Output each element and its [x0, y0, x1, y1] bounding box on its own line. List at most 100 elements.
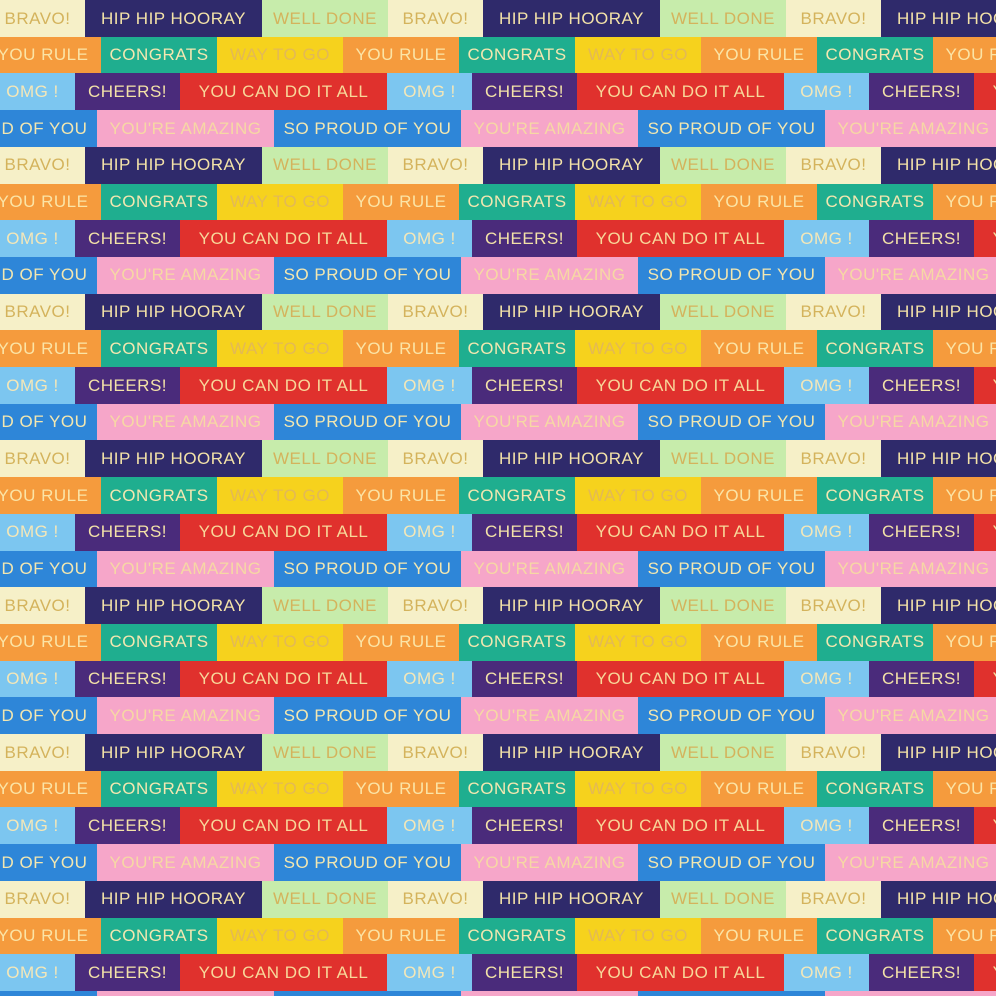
pattern-tile: WAY TO GO — [217, 36, 343, 74]
pattern-tile: SO PROUD OF YOU — [0, 110, 97, 148]
pattern-tile: SO PROUD OF YOU — [638, 550, 825, 588]
pattern-tile: WAY TO GO — [217, 623, 343, 661]
pattern-row: YOU RULE CONGRATS WAY TO GO YOU RULE CONGRAT… — [0, 477, 996, 515]
pattern-tile: YOU'RE AMAZING — [97, 256, 274, 294]
pattern-tile: CONGRATS — [459, 917, 575, 955]
pattern-tile: WELL DONE — [660, 293, 786, 331]
pattern-tile: YOU RULE — [933, 183, 996, 221]
pattern-tile: SO PROUD OF YOU — [638, 697, 825, 735]
pattern-tile: HIP HIP HOORAY — [85, 0, 262, 37]
pattern-tile: YOU CAN DO IT ALL — [974, 513, 996, 551]
pattern-tile: YOU'RE AMAZING — [97, 844, 274, 882]
pattern-row: OMG ! CHEERS! YOU CAN DO IT ALL OMG ! CHEERS… — [0, 807, 996, 845]
pattern-tile: YOU CAN DO IT ALL — [974, 807, 996, 845]
pattern-tile: CHEERS! — [75, 513, 180, 551]
pattern-tile: CHEERS! — [75, 954, 180, 992]
pattern-tile: YOU CAN DO IT ALL — [577, 73, 784, 111]
pattern-tile: YOU RULE — [0, 36, 101, 74]
pattern-tile: YOU CAN DO IT ALL — [974, 220, 996, 258]
pattern-tile: HIP HIP HOORAY — [881, 146, 996, 184]
pattern-tile: CHEERS! — [869, 660, 974, 698]
pattern-tile: CONGRATS — [459, 330, 575, 368]
pattern-tile: CONGRATS — [101, 183, 217, 221]
pattern-row: YOU RULE CONGRATS WAY TO GO YOU RULE CONGRAT… — [0, 330, 996, 368]
pattern-tile: YOU CAN DO IT ALL — [974, 954, 996, 992]
pattern-tile: HIP HIP HOORAY — [85, 146, 262, 184]
pattern-tile: YOU RULE — [701, 770, 817, 808]
pattern-tile: HIP HIP HOORAY — [881, 587, 996, 625]
pattern-tile: CONGRATS — [817, 183, 933, 221]
pattern-tile: YOU RULE — [701, 477, 817, 515]
pattern-tile: WELL DONE — [660, 587, 786, 625]
pattern-tile: CHEERS! — [472, 73, 577, 111]
pattern-tile: YOU'RE AMAZING — [825, 990, 996, 996]
pattern-tile: BRAVO! — [0, 146, 85, 184]
pattern-tile: YOU RULE — [0, 183, 101, 221]
pattern-tile: OMG ! — [0, 220, 75, 258]
pattern-tile: HIP HIP HOORAY — [85, 440, 262, 478]
pattern-row: YOU RULE CONGRATS WAY TO GO YOU RULE CONGRAT… — [0, 623, 996, 661]
pattern-tile: HIP HIP HOORAY — [85, 293, 262, 331]
pattern-tile: YOU CAN DO IT ALL — [577, 220, 784, 258]
pattern-tile: OMG ! — [784, 367, 869, 404]
pattern-tile: YOU RULE — [933, 477, 996, 515]
pattern-tile: YOU'RE AMAZING — [825, 110, 996, 148]
pattern-tile: WAY TO GO — [217, 770, 343, 808]
pattern-tile: WELL DONE — [262, 0, 388, 37]
pattern-tile: HIP HIP HOORAY — [483, 587, 660, 625]
pattern-tile: OMG ! — [387, 954, 472, 992]
pattern-tile: WAY TO GO — [217, 330, 343, 368]
pattern-tile: CHEERS! — [75, 367, 180, 404]
pattern-row: YOU RULE CONGRATS WAY TO GO YOU RULE CONGRAT… — [0, 917, 996, 955]
pattern-tile: YOU RULE — [343, 183, 459, 221]
pattern-tile: SO PROUD OF YOU — [638, 990, 825, 996]
pattern-tile: YOU'RE AMAZING — [825, 697, 996, 735]
pattern-tile: CONGRATS — [817, 36, 933, 74]
pattern-tile: YOU'RE AMAZING — [825, 550, 996, 588]
pattern-tile: YOU RULE — [701, 183, 817, 221]
pattern-tile: CHEERS! — [75, 73, 180, 111]
pattern-tile: SO PROUD OF YOU — [274, 110, 461, 148]
pattern-tile: YOU RULE — [343, 36, 459, 74]
pattern-tile: BRAVO! — [786, 880, 881, 918]
pattern-tile: BRAVO! — [0, 293, 85, 331]
pattern-tile: OMG ! — [0, 367, 75, 404]
pattern-tile: CHEERS! — [472, 807, 577, 845]
pattern-tile: CHEERS! — [472, 660, 577, 698]
pattern-tile: YOU RULE — [343, 330, 459, 368]
pattern-tile: YOU CAN DO IT ALL — [577, 367, 784, 404]
pattern-tile: YOU'RE AMAZING — [825, 844, 996, 882]
pattern-tile: YOU CAN DO IT ALL — [974, 660, 996, 698]
pattern-tile: YOU'RE AMAZING — [97, 990, 274, 996]
pattern-tile: OMG ! — [0, 73, 75, 111]
pattern-row: BRAVO! HIP HIP HOORAY WELL DONE BRAVO! HIP H… — [0, 146, 996, 184]
pattern-tile: SO PROUD OF YOU — [0, 990, 97, 996]
pattern-tile: BRAVO! — [786, 293, 881, 331]
pattern-tile: SO PROUD OF YOU — [274, 697, 461, 735]
pattern-tile: WAY TO GO — [575, 623, 701, 661]
pattern-tile: YOU'RE AMAZING — [825, 403, 996, 441]
pattern-tile: CHEERS! — [472, 513, 577, 551]
pattern-tile: OMG ! — [387, 73, 472, 111]
pattern-tile: OMG ! — [784, 807, 869, 845]
pattern-tile: CONGRATS — [459, 477, 575, 515]
pattern-tile: HIP HIP HOORAY — [85, 587, 262, 625]
pattern-tile: YOU CAN DO IT ALL — [180, 807, 387, 845]
pattern-tile: WAY TO GO — [217, 917, 343, 955]
pattern-row: YOU RULE CONGRATS WAY TO GO YOU RULE CONGRAT… — [0, 770, 996, 808]
pattern-tile: WELL DONE — [660, 880, 786, 918]
pattern-tile: YOU CAN DO IT ALL — [577, 807, 784, 845]
pattern-tile: BRAVO! — [786, 0, 881, 37]
pattern-tile: HIP HIP HOORAY — [881, 734, 996, 771]
pattern-tile: CHEERS! — [472, 220, 577, 258]
pattern-tile: YOU RULE — [933, 770, 996, 808]
pattern-tile: SO PROUD OF YOU — [0, 697, 97, 735]
pattern-tile: CONGRATS — [817, 330, 933, 368]
pattern-tile: YOU'RE AMAZING — [461, 844, 638, 882]
pattern-tile: YOU CAN DO IT ALL — [180, 73, 387, 111]
pattern-tile: CONGRATS — [459, 183, 575, 221]
pattern-tile: WELL DONE — [262, 880, 388, 918]
pattern-tile: CONGRATS — [101, 477, 217, 515]
pattern-tile: SO PROUD OF YOU — [274, 990, 461, 996]
